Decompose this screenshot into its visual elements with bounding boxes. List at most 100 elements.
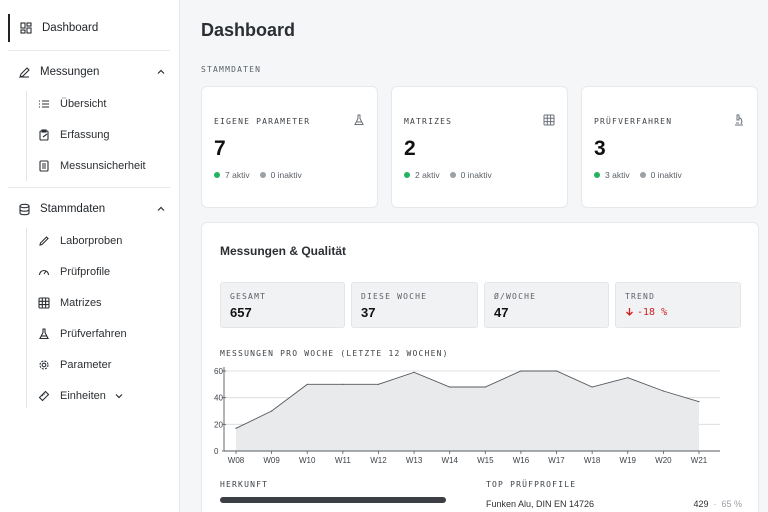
ruler-icon — [38, 390, 50, 402]
sidebar-item-label: Erfassung — [60, 129, 110, 141]
sidebar-section-label: Messungen — [40, 66, 100, 78]
list-icon — [39, 100, 49, 108]
trend-value: -18 % — [637, 307, 668, 318]
card-stats: 2 aktiv 0 inaktiv — [404, 170, 492, 180]
sidebar-item-pruefprofile[interactable]: Prüfprofile — [38, 261, 168, 283]
sidebar-item-label: Messunsicherheit — [60, 160, 146, 172]
profile-name: Funken Alu, DIN EN 14726 — [486, 499, 595, 509]
stat-label: DIESE WOCHE — [361, 292, 428, 301]
weekly-chart: 0 20 40 60 W08 W09 W10 W11 W12 W13 W14 W15 W16 W17 W18… — [214, 367, 720, 465]
card-value: 2 — [404, 137, 416, 160]
area-fill — [236, 371, 699, 451]
stat-value: 657 — [230, 305, 252, 320]
sidebar-item-label: Prüfverfahren — [60, 328, 127, 340]
document-icon — [39, 160, 49, 172]
sidebar-item-label: Prüfprofile — [60, 266, 111, 278]
data-point — [342, 383, 344, 385]
inactive-count: 0 inaktiv — [650, 170, 682, 180]
data-point — [555, 370, 558, 372]
sidebar-item-label: Laborproben — [60, 235, 123, 247]
x-tick-label: W09 — [263, 456, 280, 465]
data-point — [591, 386, 593, 388]
active-dot — [594, 172, 600, 178]
stat-value: 47 — [494, 305, 509, 320]
tree-line — [26, 228, 27, 408]
y-tick-label: 0 — [214, 447, 219, 456]
top-profiles-label: TOP PRÜFPROFILE — [486, 480, 577, 489]
sidebar: Dashboard Messungen Übersicht Erfassung … — [0, 0, 180, 512]
stat-avg-woche: Ø/WOCHE 47 — [484, 282, 609, 328]
data-point — [306, 383, 308, 385]
active-dot — [404, 172, 410, 178]
sidebar-item-label: Dashboard — [42, 22, 99, 34]
card-matrizes[interactable]: MATRIZES 2 2 aktiv 0 inaktiv — [391, 86, 568, 208]
y-tick-label: 60 — [214, 367, 223, 376]
active-count: 3 aktiv — [605, 170, 630, 180]
card-title: PRÜFVERFAHREN — [594, 117, 673, 126]
sidebar-section-stammdaten[interactable]: Stammdaten — [18, 198, 166, 220]
profile-percent: 65 % — [721, 499, 742, 509]
sidebar-item-pruefverfahren[interactable]: Prüfverfahren — [38, 323, 168, 345]
sidebar-item-uebersicht[interactable]: Übersicht — [38, 93, 168, 115]
sidebar-item-label: Übersicht — [60, 98, 107, 110]
x-tick-label: W19 — [620, 456, 637, 465]
main-content: Dashboard STAMMDATEN EIGENE PARAMETER 7 … — [181, 0, 768, 512]
data-point — [698, 401, 700, 403]
chevron-up-icon[interactable] — [156, 204, 166, 214]
x-tick-label: W16 — [513, 456, 530, 465]
x-tick-label: W20 — [655, 456, 672, 465]
sidebar-section-messungen[interactable]: Messungen — [18, 61, 166, 83]
stat-value: -18 % — [625, 307, 667, 318]
sidebar-item-einheiten[interactable]: Einheiten — [38, 385, 168, 407]
sidebar-item-erfassung[interactable]: Erfassung — [38, 124, 168, 146]
section-label: STAMMDATEN — [201, 65, 262, 74]
sidebar-item-laborproben[interactable]: Laborproben — [38, 230, 168, 252]
data-point — [484, 386, 486, 388]
sidebar-section-label: Stammdaten — [40, 203, 106, 215]
y-tick-label: 40 — [214, 394, 223, 403]
data-point — [377, 383, 380, 385]
x-tick-label: W13 — [406, 456, 423, 465]
stat-label: GESAMT — [230, 292, 267, 301]
sidebar-item-dashboard[interactable]: Dashboard — [8, 14, 170, 42]
sidebar-item-parameter[interactable]: Parameter — [38, 354, 168, 376]
inactive-dot — [449, 172, 456, 178]
x-tick-label: W15 — [477, 456, 494, 465]
profile-separator: · — [713, 499, 717, 509]
data-point — [520, 370, 522, 372]
card-eigene-parameter[interactable]: EIGENE PARAMETER 7 7 aktiv 0 inaktiv — [201, 86, 378, 208]
stat-diese-woche: DIESE WOCHE 37 — [351, 282, 478, 328]
herkunft-bar — [220, 497, 446, 503]
sidebar-item-matrizes[interactable]: Matrizes — [38, 292, 168, 314]
database-icon — [19, 203, 30, 215]
profile-count: 429 — [693, 499, 709, 509]
y-tick-label: 20 — [214, 420, 223, 429]
clipboard-icon — [39, 129, 49, 141]
list-item[interactable]: Funken Alu, DIN EN 14726 429 · 65 % — [486, 499, 742, 509]
card-title: MATRIZES — [404, 117, 453, 126]
data-point — [235, 427, 237, 429]
inactive-dot — [639, 172, 646, 178]
series-line — [235, 370, 700, 429]
data-point — [449, 386, 451, 388]
x-tick-label: W10 — [299, 456, 316, 465]
data-point — [413, 371, 415, 373]
active-count: 7 aktiv — [225, 170, 250, 180]
card-value: 3 — [594, 137, 606, 160]
chevron-up-icon[interactable] — [156, 67, 166, 77]
chart-title: MESSUNGEN PRO WOCHE (LETZTE 12 WOCHEN) — [220, 349, 449, 358]
card-pruefverfahren[interactable]: PRÜFVERFAHREN 3 3 aktiv 0 inaktiv — [581, 86, 758, 208]
x-tick-label: W18 — [584, 456, 601, 465]
inactive-count: 0 inaktiv — [460, 170, 492, 180]
microscope-icon — [735, 114, 743, 126]
divider — [8, 187, 170, 188]
chevron-down-icon[interactable] — [114, 391, 124, 401]
active-count: 2 aktiv — [415, 170, 440, 180]
data-point — [627, 377, 629, 379]
card-value: 7 — [214, 137, 226, 160]
arrow-down-icon — [626, 308, 633, 316]
stat-gesamt: GESAMT 657 — [220, 282, 345, 328]
card-title: EIGENE PARAMETER — [214, 117, 311, 126]
data-point — [271, 410, 273, 412]
sidebar-item-messunsicherheit[interactable]: Messunsicherheit — [38, 155, 168, 177]
